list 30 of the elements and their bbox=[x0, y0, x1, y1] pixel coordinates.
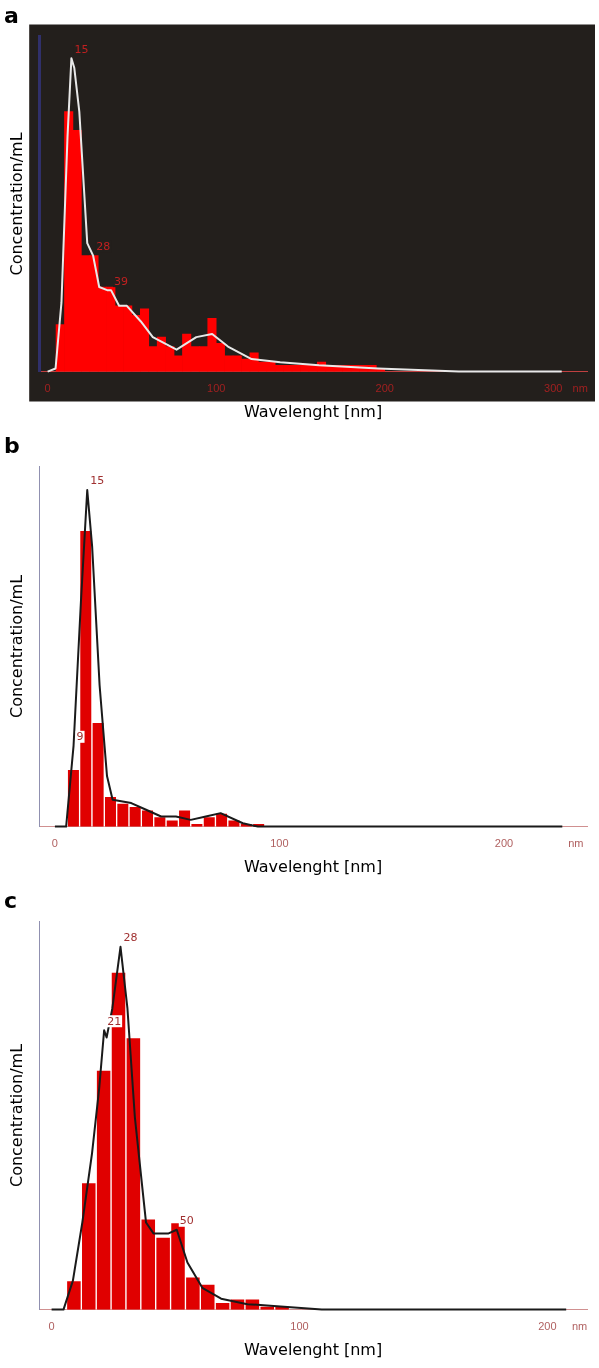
x-tick-label: 0 bbox=[44, 382, 51, 395]
x-tick-label: 200 bbox=[538, 1320, 557, 1333]
chart-title: b bbox=[4, 432, 20, 458]
x-axis-title: Wavelenght [nm] bbox=[243, 856, 383, 876]
x-tick-label: 100 bbox=[207, 382, 226, 395]
x-tick-label: 100 bbox=[290, 1320, 309, 1333]
y-axis-title: Concentration/mL bbox=[6, 574, 26, 719]
x-tick-label: 0 bbox=[48, 1320, 55, 1333]
chart-title: c bbox=[4, 887, 18, 913]
x-tick-label: 200 bbox=[375, 382, 394, 395]
x-tick-label: 200 bbox=[494, 837, 514, 850]
x-tick-label: nm bbox=[572, 382, 588, 395]
annotation: 15 bbox=[90, 474, 105, 488]
y-axis-title: Concentration/mL bbox=[6, 132, 26, 276]
annotation: 39 bbox=[114, 274, 128, 288]
annotation: 50 bbox=[179, 1214, 194, 1228]
annotation: 28 bbox=[123, 931, 138, 945]
x-tick-label: nm bbox=[571, 1320, 588, 1333]
annotation: 9 bbox=[76, 730, 84, 744]
x-axis-title: Wavelenght [nm] bbox=[243, 401, 383, 421]
x-tick-label: 100 bbox=[270, 837, 289, 850]
annotation: 15 bbox=[74, 42, 89, 56]
chart-title: a bbox=[4, 2, 19, 28]
annotation: 28 bbox=[96, 240, 111, 254]
x-axis-title: Wavelenght [nm] bbox=[243, 1339, 383, 1359]
x-tick-label: nm bbox=[568, 837, 584, 850]
x-tick-label: 0 bbox=[51, 837, 58, 850]
x-tick-label: 300 bbox=[544, 382, 563, 395]
y-axis-title: Concentration/mL bbox=[6, 1043, 26, 1188]
annotation: 21 bbox=[107, 1014, 122, 1028]
